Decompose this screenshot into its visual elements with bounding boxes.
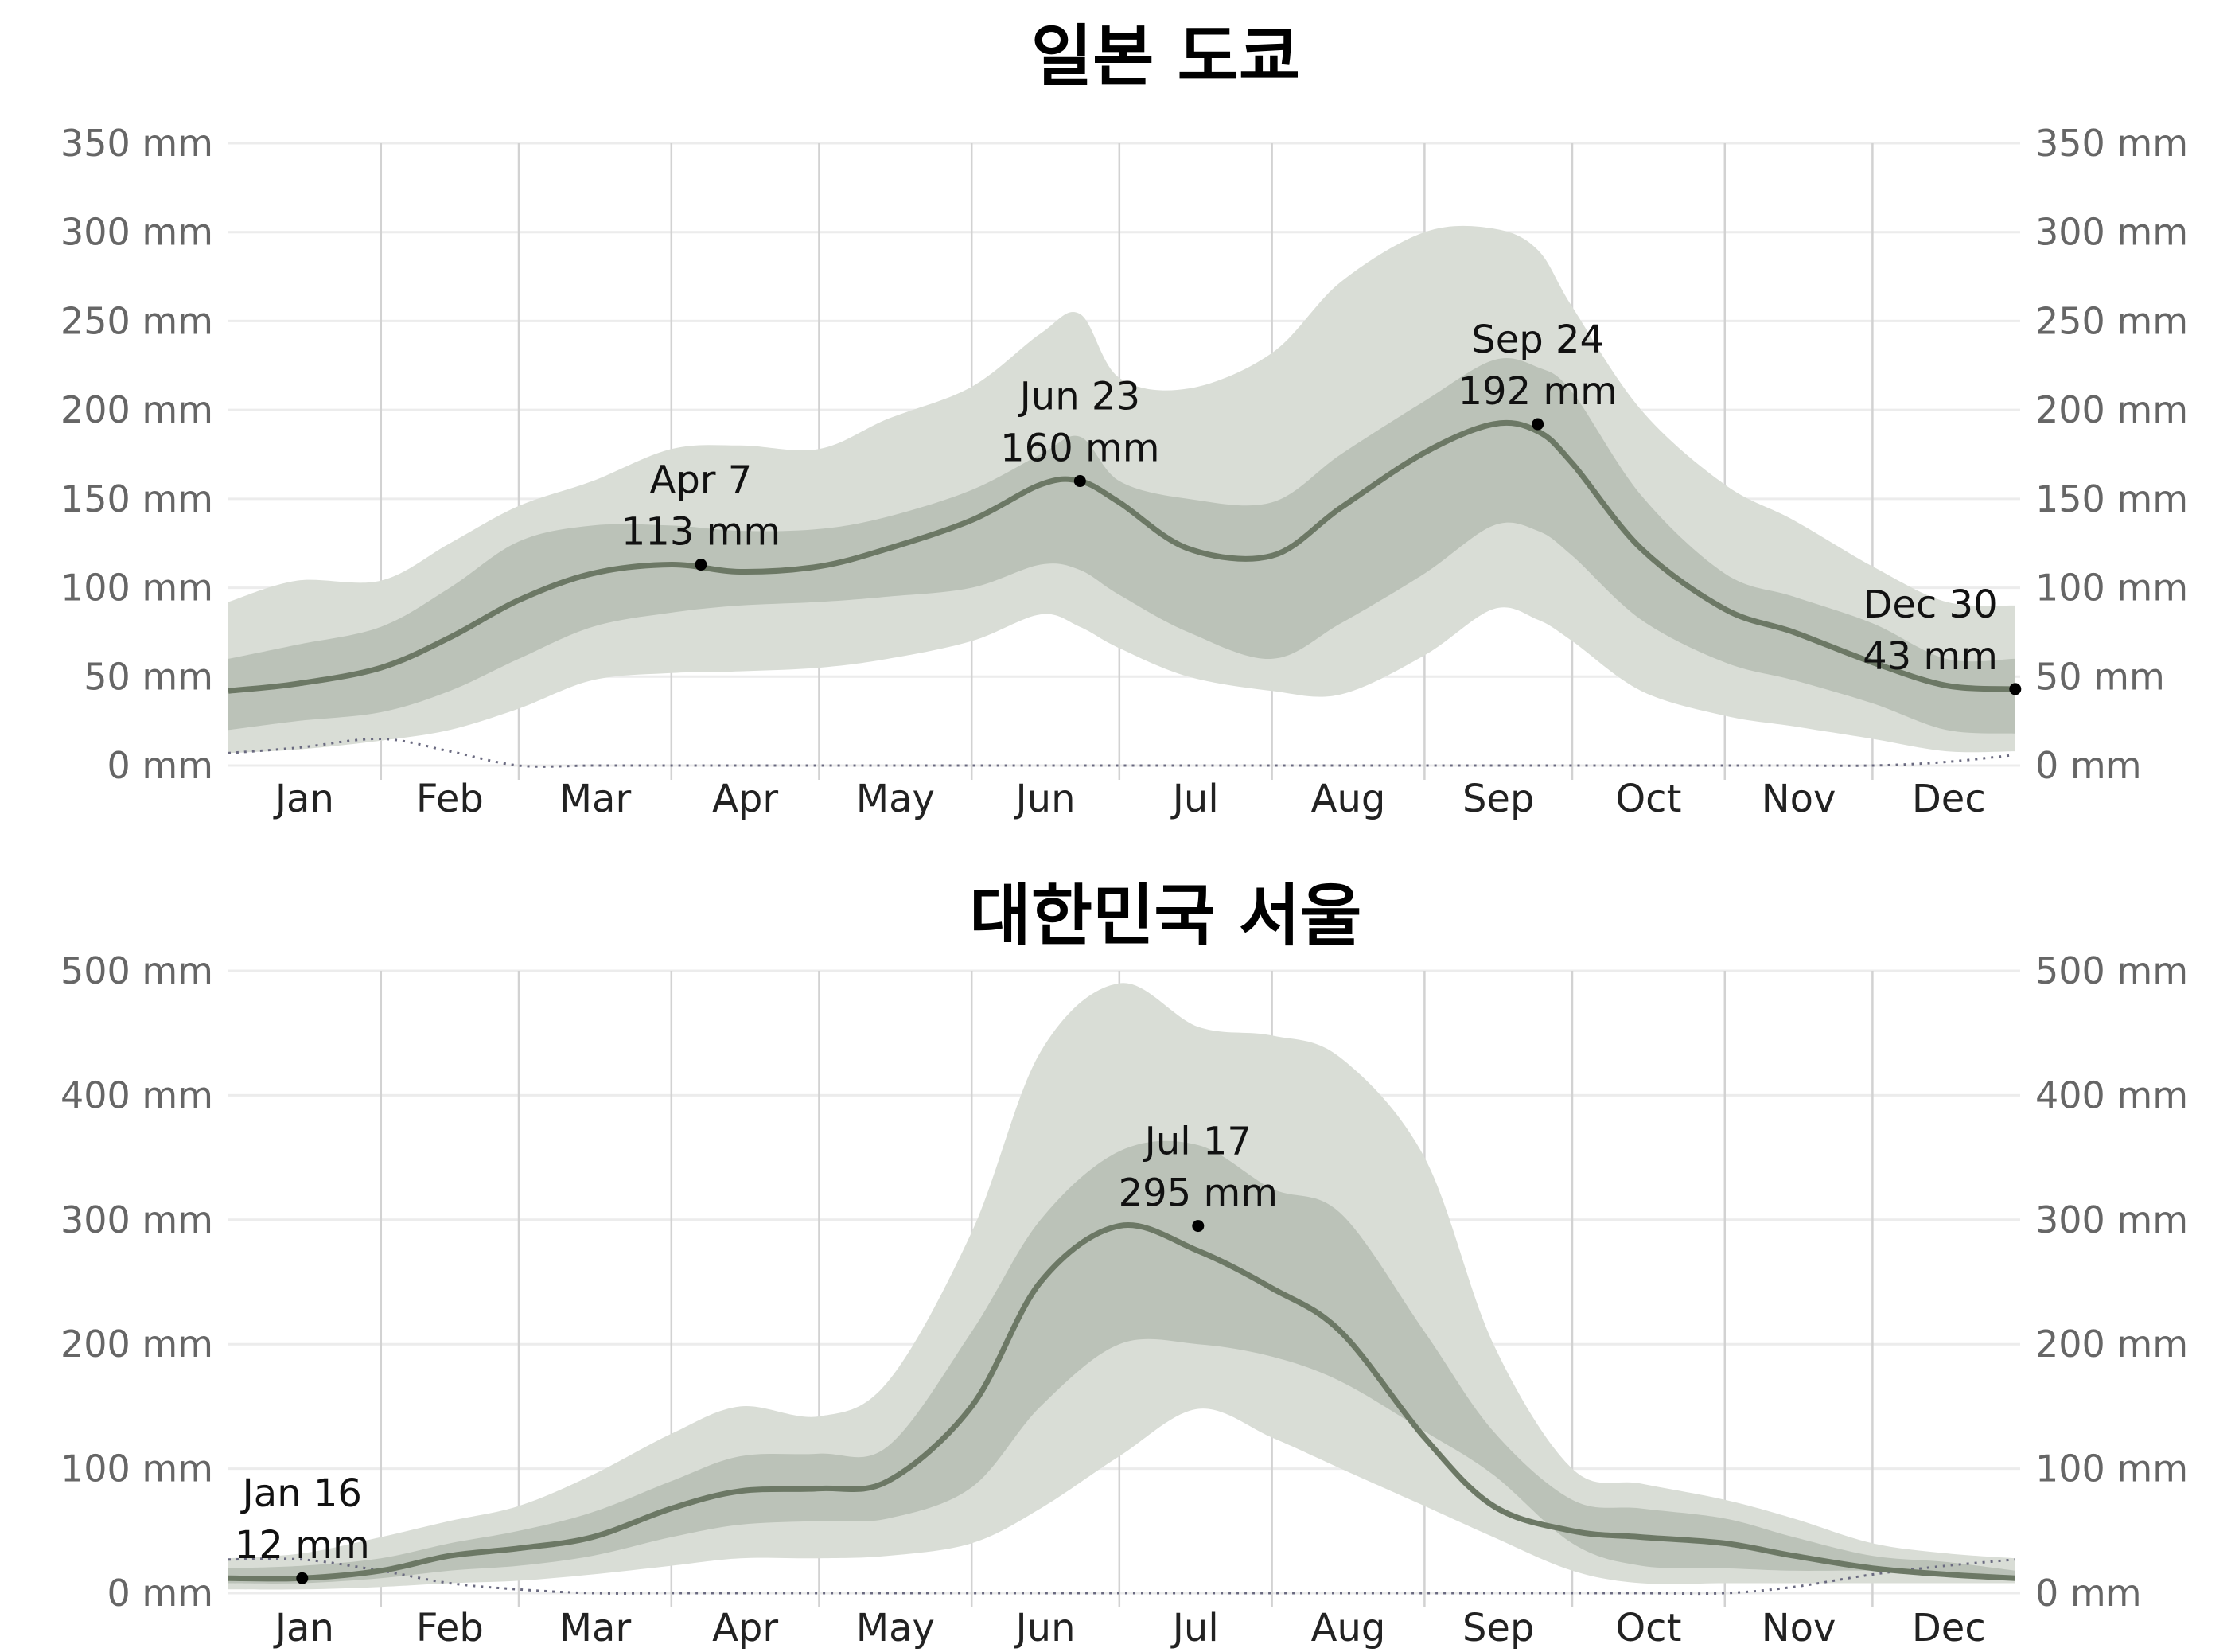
annotation-point [1532,418,1544,431]
x-tick-label-month: Oct [1615,1606,1681,1650]
y-tick-label-left: 350 mm [60,122,213,165]
annotation-point [695,559,707,571]
x-tick-label-month: May [856,777,935,821]
y-tick-label-left: 200 mm [60,1323,213,1366]
y-tick-label-right: 0 mm [2035,1572,2142,1615]
y-tick-label-left: 100 mm [60,567,213,610]
chart-title: 일본 도쿄 [1031,18,1300,95]
y-tick-label-left: 0 mm [107,744,213,787]
annotation-amount: 160 mm [1000,427,1159,471]
x-tick-label-month: Jul [1170,1606,1219,1650]
x-tick-label-month: Feb [416,1606,484,1650]
y-tick-label-right: 100 mm [2035,1447,2188,1490]
band-25-75-percentile [228,1140,2015,1584]
snow-dotted-line [228,737,2015,768]
y-tick-label-right: 50 mm [2035,655,2165,698]
annotation-amount: 113 mm [621,510,781,555]
y-tick-label-right: 350 mm [2035,122,2188,165]
annotation-date: Sep 24 [1471,318,1604,362]
x-tick-label-month: Apr [712,1606,778,1650]
annotation-date: Dec 30 [1863,582,1997,627]
annotation-amount: 192 mm [1458,369,1617,414]
y-tick-label-left: 500 mm [60,949,213,992]
y-tick-label-left: 250 mm [60,299,213,342]
y-tick-label-right: 250 mm [2035,299,2188,342]
y-tick-label-right: 200 mm [2035,388,2188,431]
x-tick-label-month: Dec [1912,1606,1986,1650]
x-tick-label-month: Aug [1311,1606,1386,1650]
x-tick-label-month: Feb [416,777,484,821]
y-tick-label-left: 300 mm [60,211,213,254]
y-tick-label-right: 0 mm [2035,744,2142,787]
y-tick-label-right: 300 mm [2035,1198,2188,1241]
chart-panel-1: 일본 도쿄 0 mm 0 mm 50 mm 50 mm 100 mm 100 mm 150 m… [60,18,2188,821]
y-tick-label-left: 200 mm [60,388,213,431]
x-tick-label-month: Sep [1462,1606,1534,1650]
x-tick-label-month: Jan [273,1606,334,1650]
y-tick-label-right: 200 mm [2035,1323,2188,1366]
y-tick-label-right: 100 mm [2035,567,2188,610]
median-precipitation-line [228,1222,2015,1582]
annotation-amount: 12 mm [235,1523,370,1568]
y-tick-label-right: 300 mm [2035,211,2188,254]
y-tick-label-left: 150 mm [60,477,213,520]
y-tick-label-right: 400 mm [2035,1073,2188,1116]
x-tick-label-month: Nov [1762,1606,1836,1650]
annotation-point [1192,1220,1205,1233]
y-tick-label-left: 50 mm [84,655,213,698]
y-tick-label-left: 0 mm [107,1572,213,1615]
x-tick-label-month: Jul [1170,777,1219,821]
band-25-75-percentile [228,358,2015,734]
x-tick-label-month: Mar [559,1606,632,1650]
annotation-date: Jul 17 [1143,1120,1252,1164]
x-tick-label-month: Jun [1014,777,1076,821]
annotation-amount: 295 mm [1119,1171,1278,1216]
annotation-point [2009,683,2022,695]
x-tick-label-month: Aug [1311,777,1386,821]
annotation-date: Jan 16 [240,1471,362,1516]
y-tick-label-right: 150 mm [2035,477,2188,520]
x-tick-label-month: Jun [1014,1606,1076,1650]
x-tick-label-month: Jan [273,777,334,821]
median-precipitation-line [228,419,2015,694]
x-tick-label-month: Sep [1462,777,1534,821]
annotation-point [296,1572,309,1584]
annotation-date: Jun 23 [1018,375,1140,419]
x-tick-label-month: Mar [559,777,632,821]
x-tick-label-month: Nov [1762,777,1836,821]
y-tick-label-left: 400 mm [60,1073,213,1116]
annotation-amount: 43 mm [1863,634,1998,679]
x-tick-label-month: Dec [1912,777,1986,821]
annotation-date: Apr 7 [650,458,753,503]
y-tick-label-right: 500 mm [2035,949,2188,992]
y-tick-label-left: 100 mm [60,1447,213,1490]
x-tick-label-month: May [856,1606,935,1650]
chart-panel-2: 대한민국 서울 0 mm 0 mm 100 mm 100 mm 200 mm 200 mm 3… [60,877,2188,1650]
annotation-point [1073,475,1086,488]
chart-title: 대한민국 서울 [970,877,1362,955]
x-tick-label-month: Apr [712,777,778,821]
x-tick-label-month: Oct [1615,777,1681,821]
snow-dotted-line [228,1557,2015,1596]
y-tick-label-left: 300 mm [60,1198,213,1241]
